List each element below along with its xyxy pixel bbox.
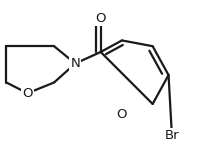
Text: Br: Br bbox=[165, 129, 179, 142]
Text: N: N bbox=[70, 57, 80, 70]
Text: O: O bbox=[117, 108, 127, 121]
Text: O: O bbox=[22, 87, 33, 100]
Text: O: O bbox=[95, 12, 106, 25]
